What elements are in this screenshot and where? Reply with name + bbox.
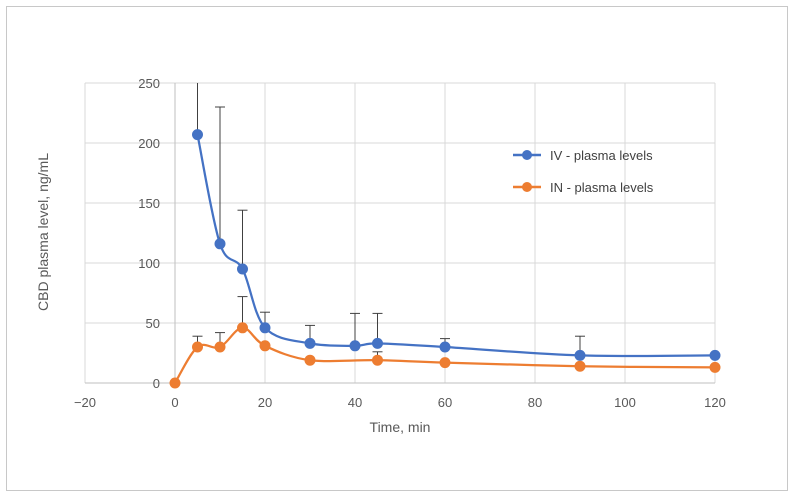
y-tick-label: 100 [138,256,160,271]
x-tick-label: 60 [438,395,452,410]
x-tick-label: 20 [258,395,272,410]
x-tick-label: 0 [171,395,178,410]
data-point-1 [304,354,316,366]
data-point-0 [192,129,203,141]
data-point-1 [237,322,248,334]
legend-item-iv: IV - plasma levels [513,148,653,163]
legend-iv-label: IV - plasma levels [550,148,653,163]
data-point-1 [214,341,226,353]
data-point-0 [574,349,586,361]
data-point-0 [349,340,361,352]
tick-labels: −20 0 20 40 60 80 100 120 0 50 100 150 200 250 [74,76,726,410]
x-tick-label: 80 [528,395,542,410]
data-point-1 [192,341,203,353]
data-point-0 [372,337,383,349]
data-point-0 [237,263,248,275]
series-line-0 [196,134,716,358]
legend-iv-marker [522,150,532,160]
legend: IV - plasma levels IN - plasma levels [513,148,654,195]
legend-in-label: IN - plasma levels [550,180,654,195]
axes [85,83,715,384]
y-tick-label: 50 [146,316,160,331]
data-point-1 [169,377,181,389]
data-point-1 [574,360,586,372]
x-tick-label: 120 [704,395,726,410]
error-bars [192,83,585,361]
chart-frame [6,6,788,491]
data-point-0 [439,341,451,353]
x-tick-label: 100 [614,395,636,410]
y-tick-label: 200 [138,136,160,151]
data-point-0 [214,238,226,250]
data-point-0 [709,349,721,361]
x-tick-label: −20 [74,395,96,410]
data-point-0 [304,337,316,349]
legend-item-in: IN - plasma levels [513,180,654,195]
x-axis-title: Time, min [370,419,431,435]
data-point-0 [259,322,271,334]
data-point-1 [259,340,271,352]
data-point-1 [372,354,383,366]
y-tick-label: 150 [138,196,160,211]
data-points [169,129,721,389]
grid-lines [84,82,716,383]
legend-in-marker [522,182,532,192]
x-tick-label: 40 [348,395,362,410]
data-point-1 [439,357,451,369]
data-point-1 [709,361,721,373]
y-tick-label: 0 [153,376,160,391]
y-axis-title: CBD plasma level, ng/mL [35,153,51,311]
y-tick-label: 250 [138,76,160,91]
